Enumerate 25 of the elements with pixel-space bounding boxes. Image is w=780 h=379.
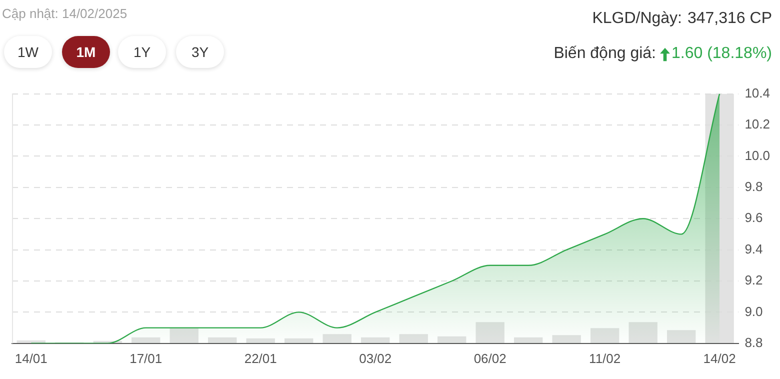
y-tick-label: 9.4: [744, 241, 763, 256]
x-tick-label: 11/02: [589, 350, 621, 366]
x-tick-label: 22/01: [244, 350, 277, 366]
y-tick-label: 9.8: [744, 178, 763, 194]
text: Cập nhật: 14/02/2025: [2, 6, 128, 21]
text: Biến động giá:: [554, 45, 656, 63]
y-tick-label: 9.6: [744, 210, 763, 226]
text: 1W: [4, 36, 52, 68]
x-tick-label: 14/01: [14, 350, 48, 366]
y-tick-label: 9.2: [744, 272, 763, 288]
x-tick-label: 03/02: [359, 350, 392, 366]
y-tick-label: 10.2: [744, 116, 770, 132]
x-tick-label: 14/02: [703, 350, 736, 366]
y-tick-label: 10.4: [744, 85, 770, 100]
text: 1M: [62, 36, 110, 68]
x-tick-label: 17/01: [130, 350, 162, 366]
x-tick-label: 06/02: [474, 350, 506, 366]
y-tick-label: 8.8: [744, 334, 763, 350]
text: 1Y: [118, 36, 166, 68]
y-tick-label: 10.0: [744, 148, 770, 163]
text: 1.60 (18.18%): [671, 45, 772, 63]
y-tick-label: 9.0: [744, 304, 763, 319]
text: 3Y: [176, 36, 224, 68]
text: 347,316 CP: [687, 10, 772, 28]
text: KLGD/Ngày:: [592, 10, 682, 28]
